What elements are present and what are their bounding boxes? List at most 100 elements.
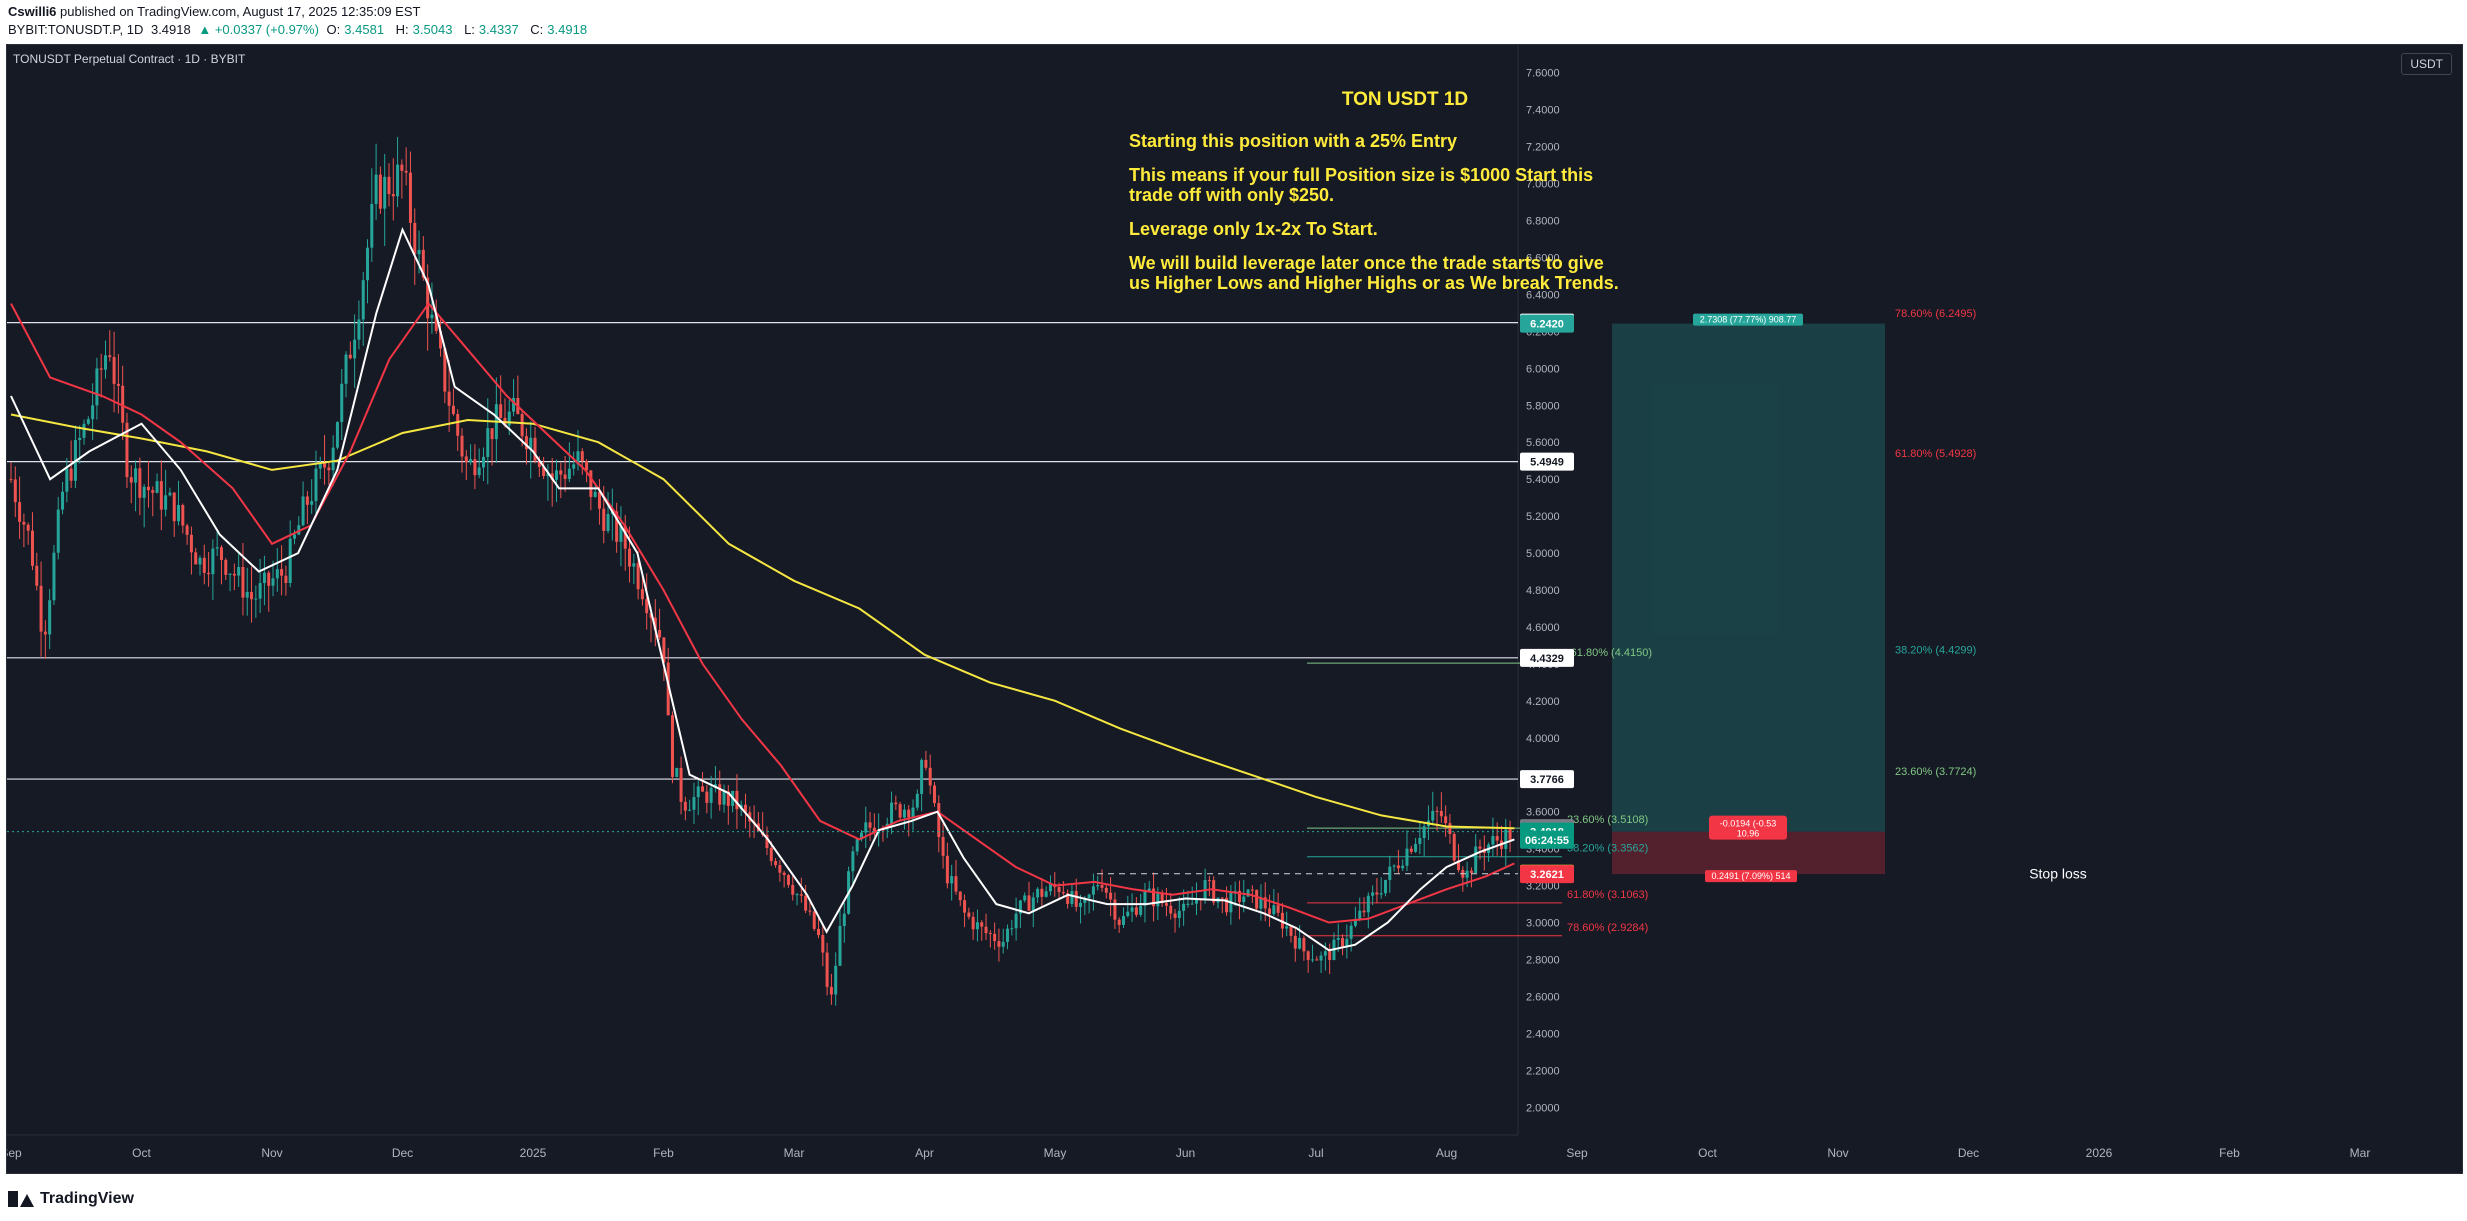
candle-body (1401, 865, 1405, 869)
candle-body (1160, 893, 1164, 904)
candle-body (975, 922, 979, 930)
y-tick-label: 3.6000 (1526, 807, 1560, 819)
candle-body (95, 368, 99, 406)
candle-body (765, 834, 769, 849)
candle-body (1285, 926, 1289, 929)
candle-body (1152, 888, 1156, 907)
candle-body (241, 566, 245, 598)
candle-body (262, 572, 266, 584)
candle-body (928, 767, 932, 786)
candle-body (219, 547, 223, 560)
candle-body (1366, 895, 1370, 913)
moving-average-line[interactable] (10, 413, 1515, 830)
publisher-name[interactable]: Cswilli6 (8, 4, 57, 19)
candle-body (215, 547, 219, 549)
candle-body (1070, 891, 1074, 904)
candle-body (451, 405, 455, 415)
candle-body (1117, 919, 1121, 925)
candle-body (348, 354, 352, 359)
candle-body (967, 912, 971, 917)
candle-body (1173, 913, 1177, 918)
candle-body (1130, 907, 1134, 912)
candle-body (1182, 903, 1186, 911)
y-tick-label: 6.4000 (1526, 289, 1560, 301)
axis-price-label: 3.2621 (1530, 869, 1564, 881)
candle-body (1272, 905, 1276, 915)
footer: TradingView (0, 1180, 2467, 1221)
candle-body (1027, 895, 1031, 911)
open-value: 3.4581 (344, 22, 385, 37)
candle-body (1190, 903, 1194, 905)
candle-body (817, 928, 821, 936)
tradingview-logo[interactable]: TradingView (8, 1190, 134, 1208)
candle-body (829, 986, 833, 995)
candle-body (589, 470, 593, 497)
currency-button[interactable]: USDT (2401, 53, 2452, 75)
candle-body (1375, 892, 1379, 895)
candle-body (155, 481, 159, 493)
price-chart[interactable]: TONUSDT Perpetual Contract · 1D · BYBIT 7… (7, 45, 2462, 1173)
candle-body (297, 525, 301, 535)
candle-body (984, 926, 988, 934)
fib-level-label: 23.60% (3.5108) (1567, 814, 1648, 826)
candle-body (481, 456, 485, 468)
candle-body (129, 477, 133, 483)
candle-body (1250, 889, 1254, 891)
candle-body (679, 767, 683, 802)
chart-panel[interactable]: TONUSDT Perpetual Contract · 1D · BYBIT 7… (6, 44, 2463, 1174)
candle-body (902, 809, 906, 818)
candle-body (1457, 860, 1461, 870)
candle-body (185, 525, 189, 535)
candle-body (1336, 938, 1340, 940)
candle-body (460, 435, 464, 457)
candle-body (1079, 902, 1083, 907)
target-label-bg (1693, 313, 1803, 326)
moving-average-line[interactable] (10, 301, 1515, 924)
candle-body (834, 965, 838, 995)
candle-body (726, 791, 730, 806)
candle-body (662, 637, 666, 663)
brand-text: TradingView (40, 1190, 134, 1207)
y-tick-label: 5.8000 (1526, 400, 1560, 412)
candle-body (30, 530, 34, 566)
candle-body (69, 468, 73, 481)
candle-body (1018, 900, 1022, 914)
candle-body (778, 865, 782, 873)
candle-body (323, 462, 327, 468)
candle-body (370, 203, 374, 248)
candle-body (567, 468, 571, 479)
candle-body (1371, 892, 1375, 896)
y-tick-label: 7.6000 (1526, 68, 1560, 80)
position-target-zone[interactable] (1612, 323, 1885, 832)
candle-body (404, 170, 408, 173)
candle-body (808, 910, 812, 912)
candle-body (1448, 823, 1452, 834)
candle-body (1293, 935, 1297, 949)
y-tick-label: 6.6000 (1526, 252, 1560, 264)
moving-average-line[interactable] (10, 226, 1515, 952)
candle-body (872, 827, 876, 834)
open-value-group: O: 3.4581 (327, 22, 389, 37)
candle-body (245, 591, 249, 598)
y-tick-label: 6.0000 (1526, 363, 1560, 375)
candle-body (988, 933, 992, 935)
candle-body (112, 357, 116, 384)
y-tick-label: 4.8000 (1526, 585, 1560, 597)
candle-body (838, 926, 842, 966)
candle-body (529, 437, 533, 450)
candle-body (924, 759, 928, 768)
candle-body (1362, 910, 1366, 913)
fib-level-label: 61.80% (3.1063) (1567, 889, 1648, 901)
candle-body (782, 872, 786, 876)
candle-body (658, 629, 662, 638)
low-value-group: L: 3.4337 (464, 22, 523, 37)
y-tick-label: 5.0000 (1526, 548, 1560, 560)
candle-body (408, 172, 412, 223)
fib-level-label: 61.80% (5.4928) (1895, 448, 1976, 460)
candle-body (177, 505, 181, 522)
candle-body (305, 496, 309, 505)
candle-body (1508, 829, 1512, 840)
y-tick-label: 2.2000 (1526, 1065, 1560, 1077)
candle-body (1134, 907, 1138, 915)
x-tick-label: May (1044, 1146, 1067, 1160)
